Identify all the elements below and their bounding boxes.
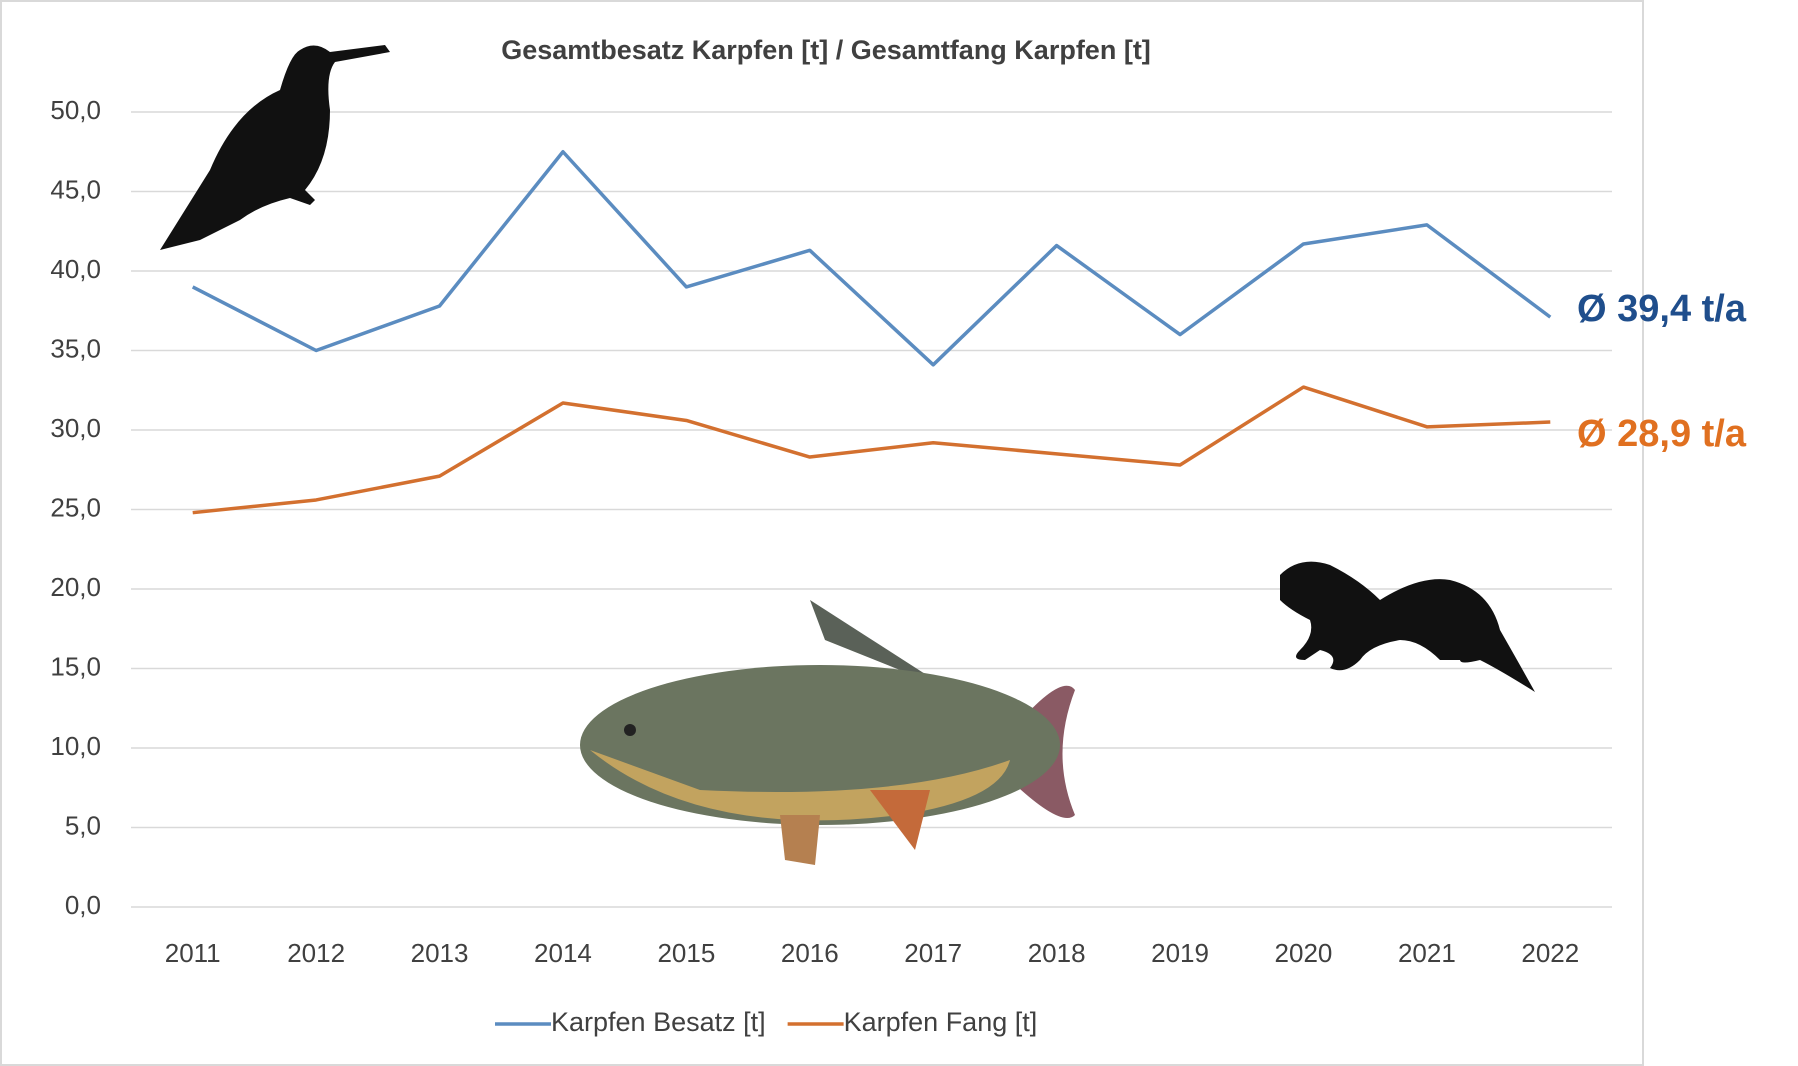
y-tick-label: 5,0 [65, 810, 101, 840]
y-tick-label: 15,0 [50, 651, 101, 681]
legend-label: Karpfen Besatz [t] [551, 1007, 766, 1037]
y-tick-label: 40,0 [50, 254, 101, 284]
annotation: Ø 39,4 t/a [1577, 288, 1747, 330]
x-tick-label: 2011 [165, 938, 221, 968]
x-tick-label: 2015 [657, 938, 715, 968]
y-tick-label: 20,0 [50, 572, 101, 602]
y-tick-label: 25,0 [50, 492, 101, 522]
y-tick-label: 35,0 [50, 333, 101, 363]
chart: Gesamtbesatz Karpfen [t] / Gesamtfang Ka… [0, 0, 1798, 1066]
y-tick-label: 0,0 [65, 890, 101, 920]
x-tick-label: 2013 [411, 938, 469, 968]
y-tick-label: 30,0 [50, 413, 101, 443]
x-tick-label: 2016 [781, 938, 839, 968]
x-tick-label: 2019 [1151, 938, 1209, 968]
x-tick-label: 2020 [1275, 938, 1333, 968]
y-tick-label: 45,0 [50, 174, 101, 204]
x-tick-label: 2018 [1028, 938, 1086, 968]
x-tick-label: 2021 [1398, 938, 1456, 968]
x-tick-label: 2022 [1521, 938, 1579, 968]
x-tick-label: 2014 [534, 938, 592, 968]
y-tick-label: 50,0 [50, 95, 101, 125]
x-tick-label: 2017 [904, 938, 962, 968]
legend-label: Karpfen Fang [t] [844, 1007, 1038, 1037]
y-tick-label: 10,0 [50, 731, 101, 761]
chart-title: Gesamtbesatz Karpfen [t] / Gesamtfang Ka… [501, 35, 1151, 65]
annotation: Ø 28,9 t/a [1577, 413, 1747, 455]
x-tick-label: 2012 [287, 938, 345, 968]
